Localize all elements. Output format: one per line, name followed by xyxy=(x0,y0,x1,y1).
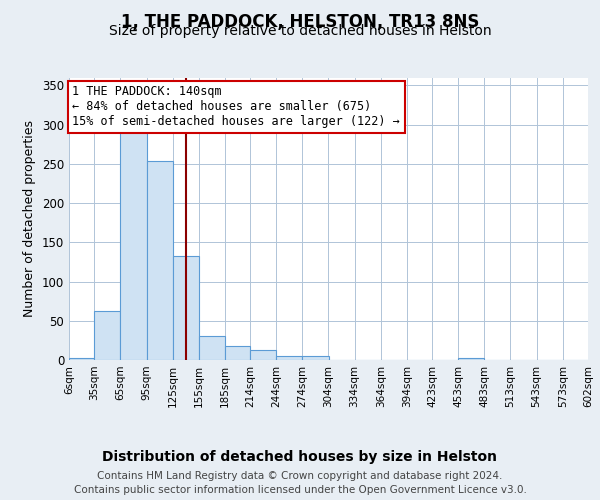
Bar xyxy=(250,350,276,360)
Y-axis label: Number of detached properties: Number of detached properties xyxy=(23,120,37,318)
Text: 1, THE PADDOCK, HELSTON, TR13 8NS: 1, THE PADDOCK, HELSTON, TR13 8NS xyxy=(121,12,479,30)
Bar xyxy=(94,312,121,360)
Bar xyxy=(69,358,94,360)
Bar xyxy=(173,256,199,360)
Bar xyxy=(302,356,329,360)
Bar xyxy=(121,132,146,360)
Bar xyxy=(225,346,250,360)
Bar xyxy=(199,336,225,360)
Bar xyxy=(146,162,173,360)
Text: 1 THE PADDOCK: 140sqm
← 84% of detached houses are smaller (675)
15% of semi-det: 1 THE PADDOCK: 140sqm ← 84% of detached … xyxy=(73,86,400,128)
Text: Contains public sector information licensed under the Open Government Licence v3: Contains public sector information licen… xyxy=(74,485,526,495)
Bar xyxy=(458,358,484,360)
Text: Contains HM Land Registry data © Crown copyright and database right 2024.: Contains HM Land Registry data © Crown c… xyxy=(97,471,503,481)
Bar xyxy=(276,356,302,360)
Text: Size of property relative to detached houses in Helston: Size of property relative to detached ho… xyxy=(109,24,491,38)
Text: Distribution of detached houses by size in Helston: Distribution of detached houses by size … xyxy=(103,450,497,464)
